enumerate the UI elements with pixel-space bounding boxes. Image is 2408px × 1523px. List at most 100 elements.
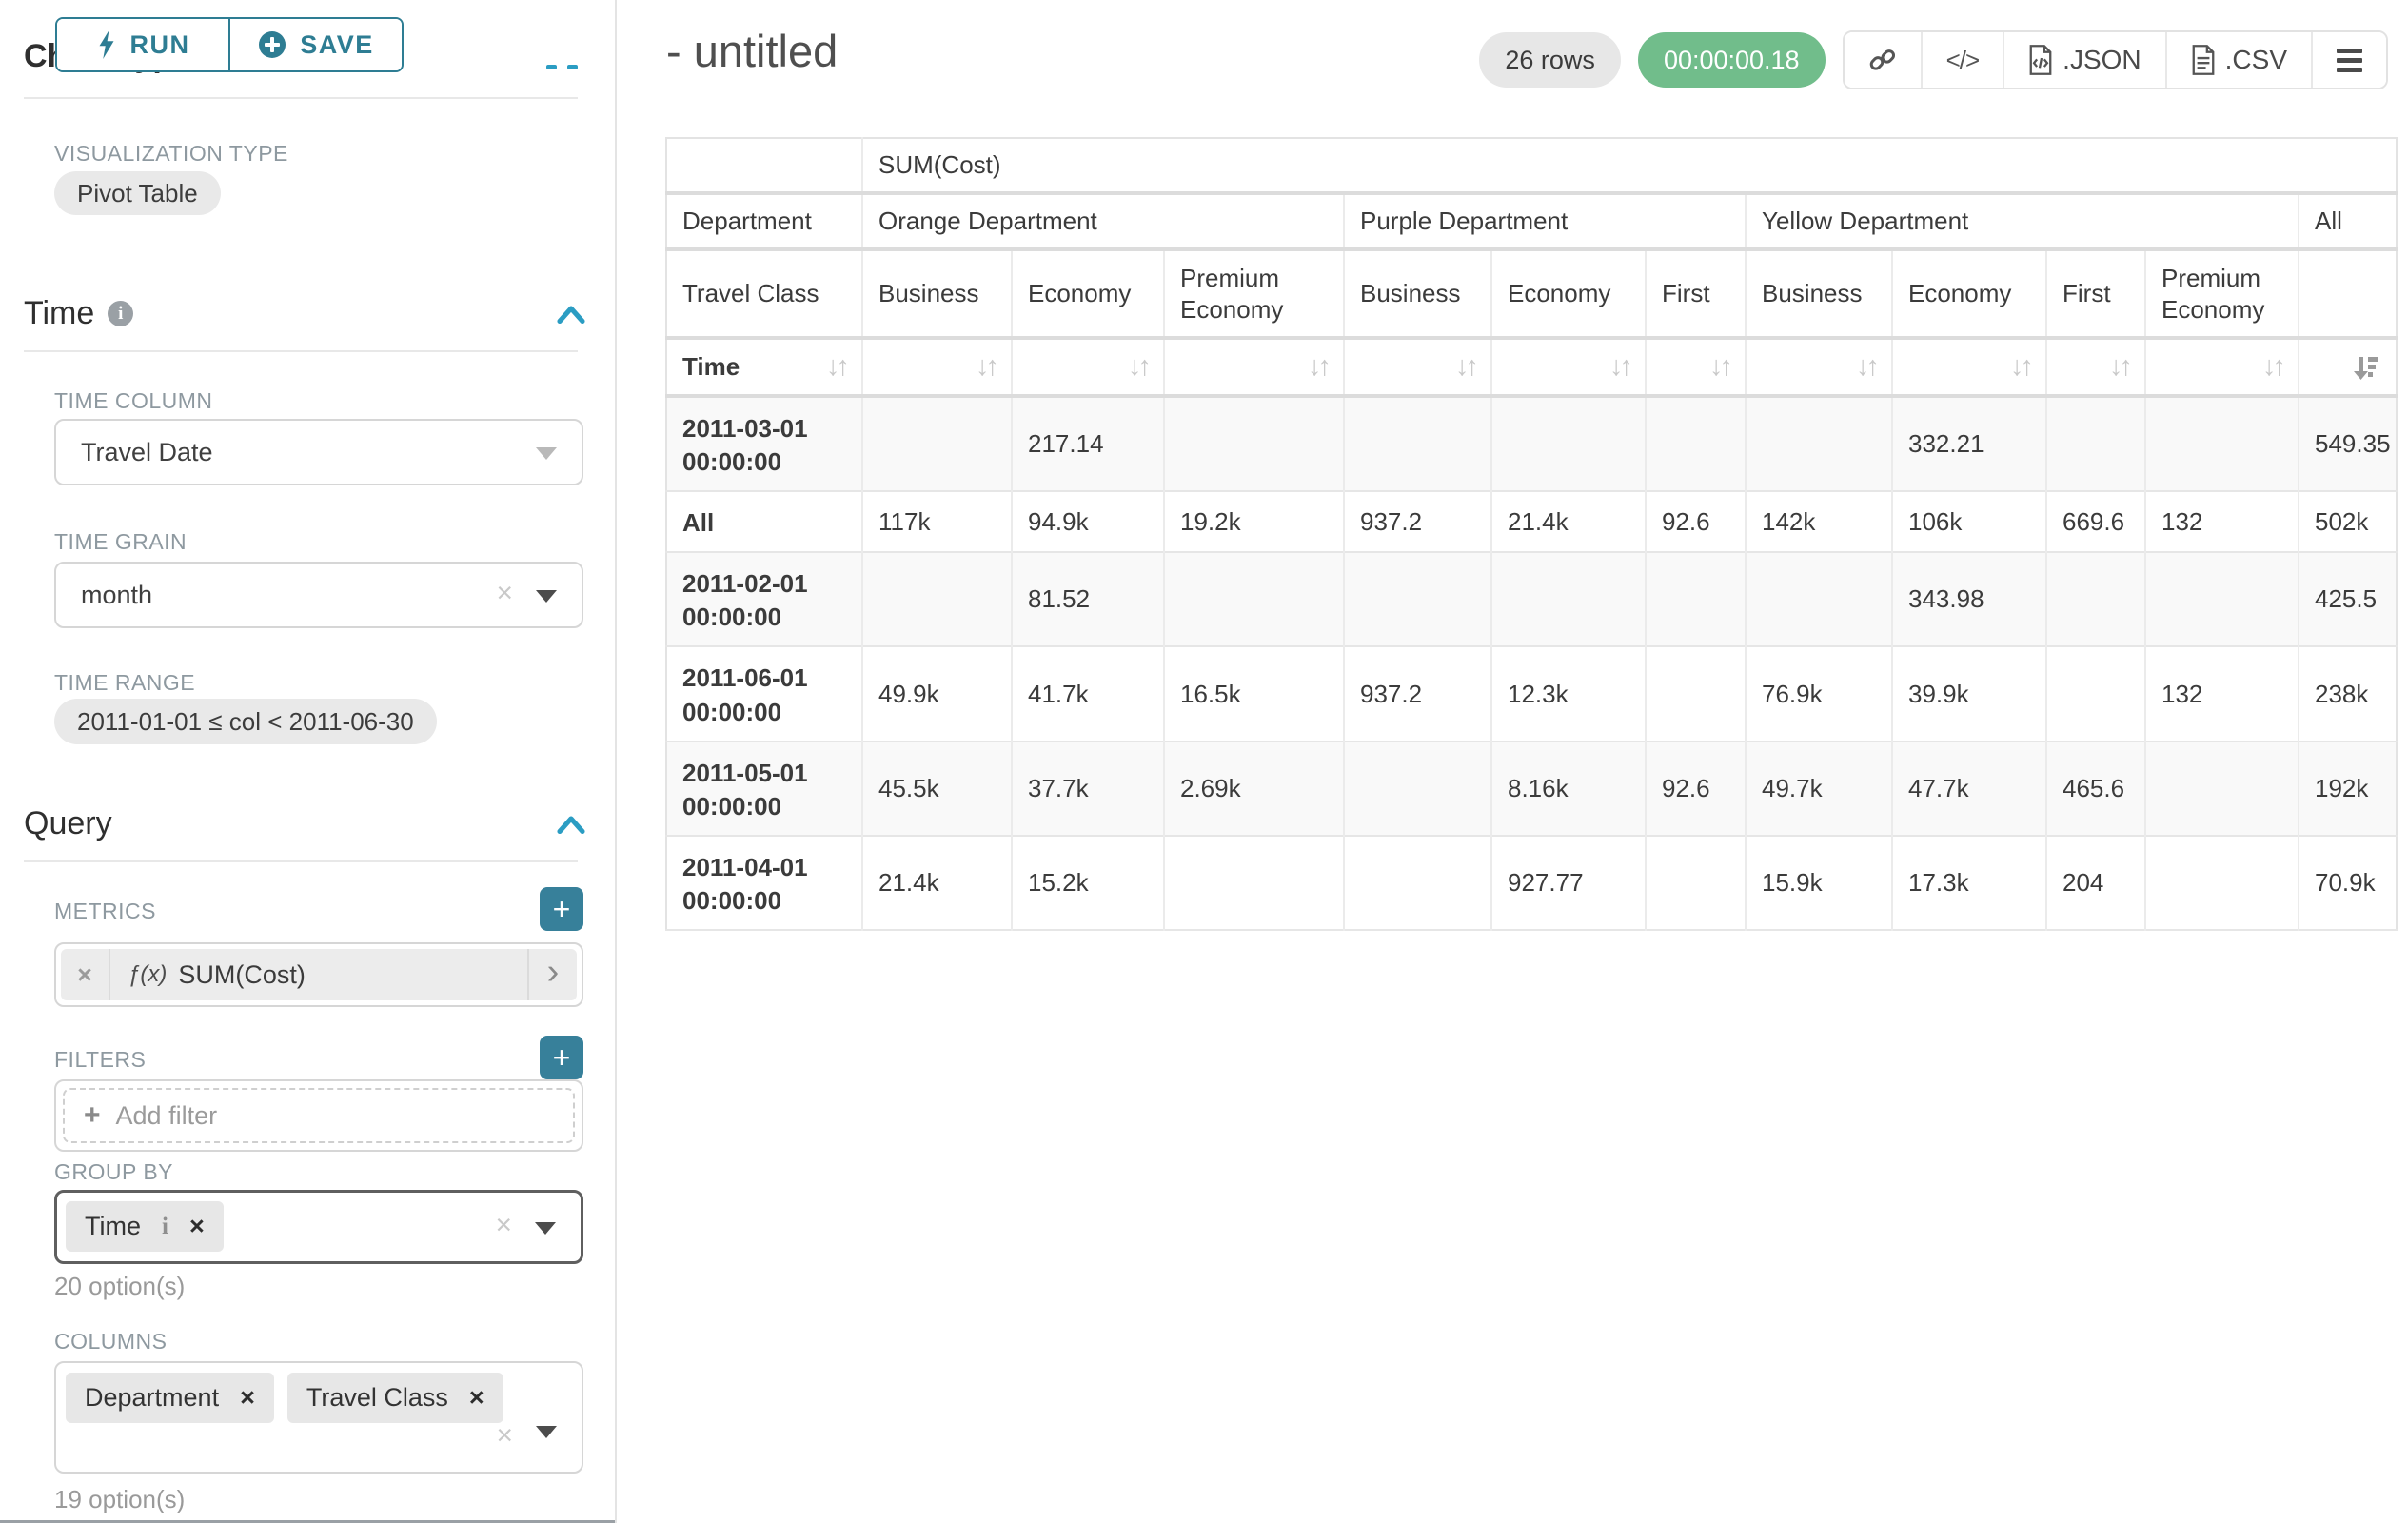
group-by-select[interactable]: Time i × × bbox=[54, 1190, 583, 1264]
view-query-button[interactable]: </> bbox=[1920, 32, 2003, 88]
clear-icon[interactable]: × bbox=[496, 1419, 513, 1452]
divider bbox=[24, 97, 578, 99]
sort-header-cell[interactable]: ↓↑ bbox=[2045, 338, 2145, 396]
value-cell: 332.21 bbox=[1891, 396, 2046, 492]
pivot-group-header: Orange Department bbox=[861, 193, 1344, 249]
time-column-select[interactable]: Travel Date bbox=[54, 419, 583, 485]
table-row: 2011-02-01 00:00:00 81.52 343.98 425.5 bbox=[666, 552, 2398, 647]
value-cell: 549.35 bbox=[2297, 396, 2398, 492]
value-cell: 927.77 bbox=[1490, 835, 1646, 931]
sort-header-content: ↓↑ bbox=[1662, 351, 1733, 383]
collapse-chevron-icon[interactable] bbox=[557, 304, 585, 325]
time-range-pill[interactable]: 2011-01-01 ≤ col < 2011-06-30 bbox=[54, 699, 437, 744]
value-cell: 12.3k bbox=[1490, 646, 1646, 742]
hamburger-icon bbox=[2337, 48, 2362, 72]
time-range-label: TIME RANGE bbox=[54, 670, 196, 695]
pivot-col-header: Economy bbox=[1011, 249, 1164, 338]
value-cell bbox=[1343, 396, 1491, 492]
collapse-chevron-icon[interactable] bbox=[557, 814, 585, 835]
divider bbox=[0, 1520, 615, 1523]
chevron-down-icon[interactable] bbox=[536, 590, 557, 603]
value-cell: 19.2k bbox=[1163, 491, 1344, 553]
sort-header-cell[interactable]: ↓↑ bbox=[1645, 338, 1746, 396]
remove-tag-icon[interactable]: × bbox=[240, 1383, 255, 1412]
value-cell: 343.98 bbox=[1891, 552, 2046, 647]
value-cell bbox=[1163, 835, 1344, 931]
value-cell: 117k bbox=[861, 491, 1012, 553]
value-cell bbox=[2144, 552, 2299, 647]
value-cell bbox=[1343, 552, 1491, 647]
csv-file-icon bbox=[2192, 45, 2215, 75]
row-count-badge: 26 rows bbox=[1479, 32, 1621, 88]
value-cell: 132 bbox=[2144, 491, 2299, 553]
save-button[interactable]: SAVE bbox=[228, 19, 402, 70]
row-header: 2011-06-01 00:00:00 bbox=[682, 663, 808, 726]
value-cell bbox=[1343, 835, 1491, 931]
share-link-button[interactable] bbox=[1844, 32, 1921, 88]
sort-header-content: ↓↑ bbox=[2063, 351, 2133, 383]
pivot-department-row: Department Orange Department Purple Depart… bbox=[666, 193, 2398, 249]
sort-header-cell[interactable]: ↓↑ bbox=[1891, 338, 2046, 396]
chevron-down-icon[interactable] bbox=[536, 1425, 557, 1438]
sort-icon: ↓↑ bbox=[2262, 351, 2286, 382]
time-grain-label: TIME GRAIN bbox=[54, 529, 188, 554]
viz-type-pill[interactable]: Pivot Table bbox=[54, 171, 221, 215]
value-cell: 238k bbox=[2297, 646, 2398, 742]
add-filter-plus-button[interactable]: + bbox=[540, 1036, 583, 1079]
metric-label[interactable]: ƒ(x) SUM(Cost) bbox=[128, 959, 306, 989]
plus-circle-icon bbox=[259, 31, 286, 58]
columns-tag[interactable]: Department × bbox=[66, 1373, 274, 1423]
value-cell: 92.6 bbox=[1645, 741, 1746, 836]
metric-pill: × ƒ(x) SUM(Cost) › bbox=[61, 949, 577, 1000]
table-row: 2011-06-01 00:00:00 49.9k 41.7k 16.5k 937.2 1… bbox=[666, 646, 2398, 742]
chevron-down-icon[interactable] bbox=[535, 1222, 556, 1235]
time-header-label: Time bbox=[682, 352, 740, 381]
export-json-button[interactable]: .JSON bbox=[2003, 32, 2165, 88]
value-cell: 21.4k bbox=[861, 835, 1012, 931]
sort-header-cell[interactable]: ↓↑ bbox=[1343, 338, 1491, 396]
group-by-tag[interactable]: Time i × bbox=[66, 1201, 224, 1252]
value-cell bbox=[2045, 646, 2145, 742]
pivot-col-header: Business bbox=[1745, 249, 1892, 338]
value-cell: 142k bbox=[1745, 491, 1892, 553]
value-cell bbox=[2144, 741, 2299, 836]
sort-header-time[interactable]: Time ↓↑ bbox=[666, 338, 862, 396]
section-time-header: Time i bbox=[24, 295, 585, 332]
remove-metric-icon[interactable]: × bbox=[61, 949, 110, 1000]
value-cell: 45.5k bbox=[861, 741, 1012, 836]
add-metric-button[interactable]: + bbox=[540, 887, 583, 931]
fx-icon: ƒ(x) bbox=[128, 961, 168, 987]
value-cell bbox=[1645, 396, 1746, 492]
clear-icon[interactable]: × bbox=[496, 577, 513, 609]
chart-title[interactable]: - untitled bbox=[666, 26, 839, 76]
sort-header-cell[interactable]: ↓↑ bbox=[1163, 338, 1344, 396]
value-cell: 16.5k bbox=[1163, 646, 1344, 742]
remove-tag-icon[interactable]: × bbox=[468, 1383, 484, 1412]
columns-tag[interactable]: Travel Class × bbox=[286, 1373, 503, 1423]
sort-header-content: ↓↑ bbox=[1360, 351, 1479, 383]
section-query-title: Query bbox=[24, 805, 112, 841]
sort-header-cell[interactable]: ↓↑ bbox=[1011, 338, 1164, 396]
sort-icon: ↓↑ bbox=[826, 351, 850, 382]
pivot-col-header: Premium Economy bbox=[2144, 249, 2299, 338]
sort-header-cell[interactable]: ↓↑ bbox=[1745, 338, 1892, 396]
clear-icon[interactable]: × bbox=[495, 1209, 512, 1241]
run-button[interactable]: RUN bbox=[57, 19, 228, 70]
add-filter-button[interactable]: + Add filter bbox=[63, 1088, 575, 1143]
pivot-col-header: Premium Economy bbox=[1163, 249, 1344, 338]
sort-header-cell[interactable] bbox=[2297, 338, 2398, 396]
sort-header-content: ↓↑ bbox=[878, 351, 999, 383]
export-csv-button[interactable]: .CSV bbox=[2164, 32, 2311, 88]
sort-header-cell[interactable]: ↓↑ bbox=[1490, 338, 1646, 396]
sort-header-cell[interactable]: ↓↑ bbox=[861, 338, 1012, 396]
expand-metric-icon[interactable]: › bbox=[527, 949, 577, 1000]
sort-header-cell[interactable]: ↓↑ bbox=[2144, 338, 2299, 396]
pivot-row2-header: Department bbox=[682, 207, 812, 235]
remove-tag-icon[interactable]: × bbox=[188, 1212, 205, 1240]
chevron-down-icon[interactable] bbox=[536, 447, 557, 460]
columns-select[interactable]: Department × Travel Class × × bbox=[54, 1361, 583, 1474]
pivot-group-header: All bbox=[2297, 193, 2398, 249]
time-grain-select[interactable]: month × bbox=[54, 562, 583, 628]
value-cell: 94.9k bbox=[1011, 491, 1164, 553]
menu-button[interactable] bbox=[2311, 32, 2386, 88]
